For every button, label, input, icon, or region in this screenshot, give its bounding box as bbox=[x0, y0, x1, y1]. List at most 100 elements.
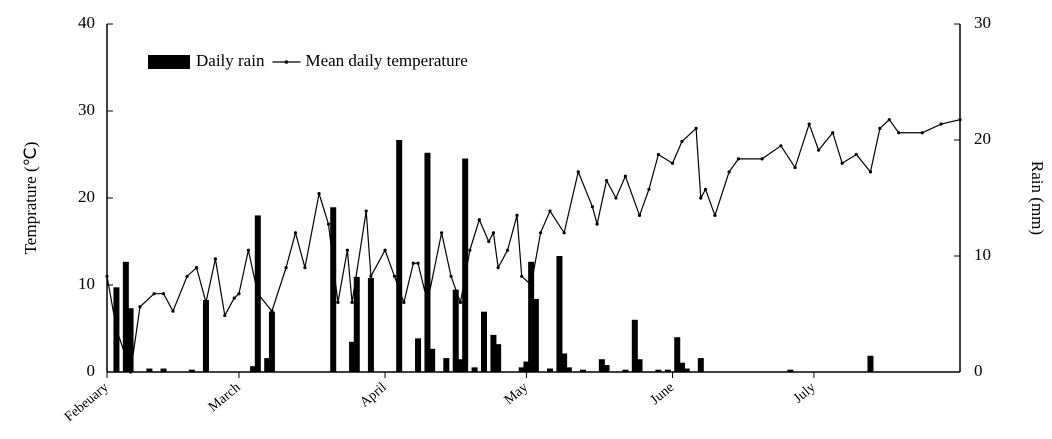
rain-bar bbox=[122, 261, 129, 372]
temperature-point bbox=[477, 218, 481, 222]
temperature-point bbox=[680, 139, 684, 144]
temperature-point bbox=[699, 196, 703, 200]
rain-bar bbox=[457, 359, 464, 372]
y-axis-label: Temprature (℃) bbox=[21, 142, 40, 255]
y-tick-label: 0 bbox=[87, 361, 96, 380]
temperature-point bbox=[840, 161, 844, 165]
rain-bar bbox=[674, 337, 681, 372]
rain-bar bbox=[622, 369, 629, 372]
rain-bar bbox=[490, 334, 497, 372]
temperature-point bbox=[138, 305, 142, 309]
rain-bar bbox=[528, 261, 535, 372]
rain-bar bbox=[565, 367, 572, 372]
temperature-point bbox=[614, 196, 618, 200]
rain-bar bbox=[250, 366, 257, 372]
temperature-point bbox=[520, 274, 524, 278]
temperature-point bbox=[284, 266, 288, 270]
temperature-point bbox=[713, 213, 717, 217]
temperature-point bbox=[854, 152, 858, 157]
temperature-point bbox=[807, 122, 811, 126]
temperature-point bbox=[204, 300, 208, 304]
temperature-point bbox=[317, 192, 321, 196]
temperature-point bbox=[364, 209, 368, 213]
temperature-point bbox=[760, 157, 764, 161]
rain-bar bbox=[264, 358, 271, 372]
y2-tick-label: 10 bbox=[974, 245, 991, 264]
temperature-point bbox=[604, 179, 609, 183]
temperature-point bbox=[694, 126, 698, 130]
temperature-point bbox=[505, 248, 510, 252]
temperature-point bbox=[246, 248, 250, 252]
temperature-point bbox=[105, 274, 109, 278]
rain-bar bbox=[424, 152, 431, 372]
temperature-point bbox=[779, 144, 783, 148]
rain-bar bbox=[443, 358, 450, 372]
temperature-point bbox=[623, 174, 627, 178]
rain-bar bbox=[636, 359, 643, 372]
rain-bar bbox=[268, 311, 275, 372]
temperature-point bbox=[727, 170, 731, 174]
temperature-point bbox=[491, 231, 496, 235]
temperature-point bbox=[440, 231, 444, 235]
temperature-point bbox=[425, 300, 430, 304]
temperature-point bbox=[487, 239, 491, 244]
temperature-point bbox=[515, 213, 519, 217]
rain-bar bbox=[330, 207, 337, 372]
temperature-point bbox=[576, 170, 580, 174]
temperature-point bbox=[656, 152, 660, 157]
rain-bar bbox=[603, 365, 610, 372]
rain-bar bbox=[349, 341, 356, 372]
temperature-point bbox=[293, 231, 298, 235]
rain-bar bbox=[683, 368, 690, 372]
temperature-point bbox=[194, 266, 199, 270]
rain-bar bbox=[353, 276, 360, 372]
temperature-point bbox=[402, 300, 406, 304]
temperature-point bbox=[171, 309, 175, 313]
temperature-point bbox=[703, 187, 708, 191]
temperature-point bbox=[350, 300, 354, 304]
x-tick-label: July bbox=[791, 380, 819, 406]
rain-bar bbox=[867, 355, 874, 372]
temperature-point bbox=[416, 261, 420, 265]
rain-bar bbox=[471, 367, 478, 372]
temperature-point bbox=[468, 248, 472, 252]
rain-bar bbox=[452, 289, 459, 372]
temperature-point bbox=[369, 274, 373, 278]
temperature-point bbox=[920, 131, 924, 135]
rain-bar bbox=[481, 311, 488, 372]
temperature-point bbox=[595, 222, 599, 226]
legend-swatch bbox=[284, 60, 289, 64]
temperature-point bbox=[213, 257, 217, 261]
rain-bar bbox=[396, 140, 403, 372]
y-tick-label: 40 bbox=[78, 13, 95, 32]
rain-bar bbox=[678, 362, 685, 372]
rain-bar bbox=[188, 369, 195, 372]
temperature-point bbox=[161, 292, 166, 296]
temperature-point bbox=[114, 326, 119, 331]
temperature-point bbox=[152, 292, 156, 296]
temperature-point bbox=[303, 266, 307, 270]
x-tick-label: Febeuary bbox=[62, 380, 112, 425]
temperature-point bbox=[270, 309, 274, 313]
legend-label: Mean daily temperature bbox=[305, 51, 467, 70]
rain-bar bbox=[561, 353, 568, 372]
rain-bar bbox=[127, 308, 134, 372]
rain-bar bbox=[429, 348, 436, 372]
y2-tick-label: 0 bbox=[974, 361, 983, 380]
temperature-point bbox=[223, 313, 227, 318]
rain-bar bbox=[160, 368, 167, 372]
rain-bar bbox=[787, 369, 794, 372]
x-tick-label: March bbox=[206, 380, 244, 415]
temperature-point bbox=[128, 370, 133, 374]
temperature-point bbox=[958, 118, 962, 122]
rain-bar bbox=[664, 369, 671, 372]
temperature-point bbox=[793, 165, 797, 170]
rain-bar bbox=[598, 359, 605, 372]
temperature-point bbox=[411, 261, 415, 265]
rain-bar bbox=[146, 368, 153, 372]
temperature-point bbox=[392, 274, 397, 278]
temperature-point bbox=[185, 274, 189, 278]
temperature-point bbox=[336, 300, 340, 304]
temperature-point bbox=[897, 131, 901, 135]
x-tick-label: April bbox=[357, 380, 389, 411]
